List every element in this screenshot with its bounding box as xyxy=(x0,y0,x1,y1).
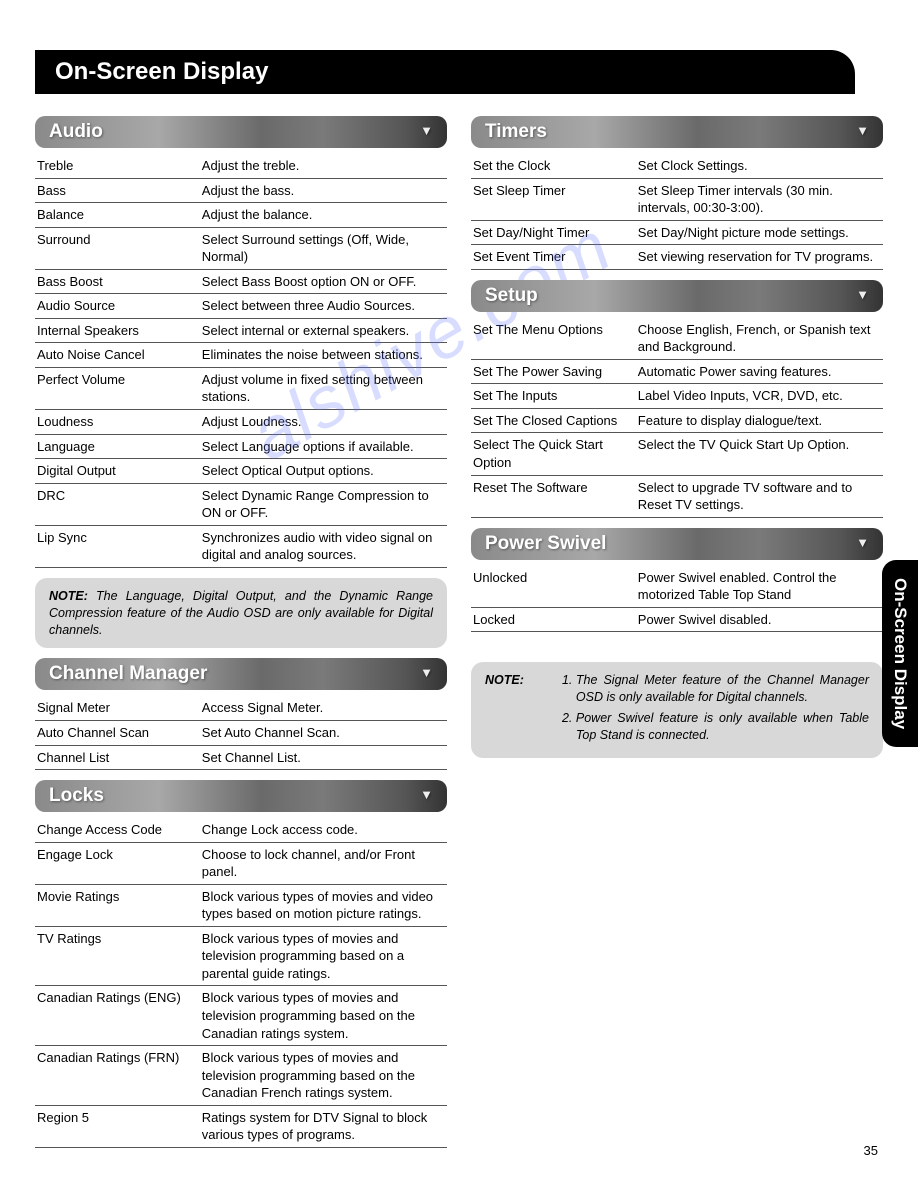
page-title: On-Screen Display xyxy=(35,50,855,94)
setting-description: Select Dynamic Range Compression to ON o… xyxy=(200,483,447,525)
setting-description: Select to upgrade TV software and to Res… xyxy=(636,475,883,517)
setting-description: Set viewing reservation for TV programs. xyxy=(636,245,883,270)
setting-description: Feature to display dialogue/text. xyxy=(636,408,883,433)
setting-name: Language xyxy=(35,434,200,459)
setting-name: Set The Menu Options xyxy=(471,318,636,360)
setting-name: Treble xyxy=(35,154,200,178)
setting-description: Choose to lock channel, and/or Front pan… xyxy=(200,842,447,884)
setting-name: Channel List xyxy=(35,745,200,770)
setting-description: Access Signal Meter. xyxy=(200,696,447,720)
setting-description: Adjust the bass. xyxy=(200,178,447,203)
setting-description: Power Swivel enabled. Control the motori… xyxy=(636,566,883,608)
setting-description: Set Day/Night picture mode settings. xyxy=(636,220,883,245)
section-setup-header: Setup xyxy=(471,280,883,312)
setting-description: Select Language options if available. xyxy=(200,434,447,459)
timers-table: Set the ClockSet Clock Settings.Set Slee… xyxy=(471,154,883,270)
section-locks-header: Locks xyxy=(35,780,447,812)
setting-name: Select The Quick Start Option xyxy=(471,433,636,475)
setting-name: Digital Output xyxy=(35,459,200,484)
setting-name: Canadian Ratings (ENG) xyxy=(35,986,200,1046)
setting-description: Adjust the treble. xyxy=(200,154,447,178)
section-audio-header: Audio xyxy=(35,116,447,148)
setting-name: Set Sleep Timer xyxy=(471,178,636,220)
setting-description: Adjust the balance. xyxy=(200,203,447,228)
setting-description: Change Lock access code. xyxy=(200,818,447,842)
setting-name: Bass Boost xyxy=(35,269,200,294)
setting-name: Change Access Code xyxy=(35,818,200,842)
setting-description: Select Optical Output options. xyxy=(200,459,447,484)
setting-description: Select the TV Quick Start Up Option. xyxy=(636,433,883,475)
right-note-item: Power Swivel feature is only available w… xyxy=(576,710,869,744)
locks-table: Change Access CodeChange Lock access cod… xyxy=(35,818,447,1148)
setting-description: Set Channel List. xyxy=(200,745,447,770)
setting-name: TV Ratings xyxy=(35,926,200,986)
setting-description: Adjust Loudness. xyxy=(200,410,447,435)
right-column: Timers Set the ClockSet Clock Settings.S… xyxy=(471,106,883,1148)
setting-name: Engage Lock xyxy=(35,842,200,884)
section-timers-header: Timers xyxy=(471,116,883,148)
setting-name: Bass xyxy=(35,178,200,203)
setting-name: Perfect Volume xyxy=(35,367,200,409)
setting-description: Block various types of movies and televi… xyxy=(200,1046,447,1106)
right-note-list: The Signal Meter feature of the Channel … xyxy=(570,672,869,748)
setting-description: Eliminates the noise between stations. xyxy=(200,343,447,368)
channel-manager-table: Signal MeterAccess Signal Meter.Auto Cha… xyxy=(35,696,447,770)
setting-name: Locked xyxy=(471,607,636,632)
audio-note-text: The Language, Digital Output, and the Dy… xyxy=(49,589,433,637)
setting-name: DRC xyxy=(35,483,200,525)
setting-name: Loudness xyxy=(35,410,200,435)
setting-name: Set Day/Night Timer xyxy=(471,220,636,245)
page-number: 35 xyxy=(864,1143,878,1158)
setting-name: Internal Speakers xyxy=(35,318,200,343)
setting-description: Select Surround settings (Off, Wide, Nor… xyxy=(200,227,447,269)
side-tab: On-Screen Display xyxy=(882,560,918,747)
setting-description: Block various types of movies and televi… xyxy=(200,926,447,986)
power-swivel-table: UnlockedPower Swivel enabled. Control th… xyxy=(471,566,883,633)
setting-description: Select between three Audio Sources. xyxy=(200,294,447,319)
setting-name: Auto Noise Cancel xyxy=(35,343,200,368)
right-note: NOTE: The Signal Meter feature of the Ch… xyxy=(471,662,883,758)
setting-description: Block various types of movies and televi… xyxy=(200,986,447,1046)
setting-name: Set Event Timer xyxy=(471,245,636,270)
audio-table: TrebleAdjust the treble.BassAdjust the b… xyxy=(35,154,447,568)
note-label: NOTE: xyxy=(485,672,524,748)
setup-table: Set The Menu OptionsChoose English, Fren… xyxy=(471,318,883,518)
setting-description: Set Clock Settings. xyxy=(636,154,883,178)
setting-description: Set Auto Channel Scan. xyxy=(200,721,447,746)
setting-description: Block various types of movies and video … xyxy=(200,884,447,926)
setting-name: Set the Clock xyxy=(471,154,636,178)
setting-name: Signal Meter xyxy=(35,696,200,720)
setting-name: Region 5 xyxy=(35,1105,200,1147)
setting-description: Ratings system for DTV Signal to block v… xyxy=(200,1105,447,1147)
section-power-swivel-header: Power Swivel xyxy=(471,528,883,560)
setting-description: Select Bass Boost option ON or OFF. xyxy=(200,269,447,294)
setting-name: Set The Closed Captions xyxy=(471,408,636,433)
setting-description: Set Sleep Timer intervals (30 min. inter… xyxy=(636,178,883,220)
setting-name: Canadian Ratings (FRN) xyxy=(35,1046,200,1106)
setting-name: Set The Power Saving xyxy=(471,359,636,384)
setting-name: Lip Sync xyxy=(35,525,200,567)
setting-name: Reset The Software xyxy=(471,475,636,517)
left-column: Audio TrebleAdjust the treble.BassAdjust… xyxy=(35,106,447,1148)
audio-note: NOTE: The Language, Digital Output, and … xyxy=(35,578,447,649)
setting-description: Select internal or external speakers. xyxy=(200,318,447,343)
setting-description: Label Video Inputs, VCR, DVD, etc. xyxy=(636,384,883,409)
setting-name: Movie Ratings xyxy=(35,884,200,926)
setting-description: Automatic Power saving features. xyxy=(636,359,883,384)
setting-description: Adjust volume in fixed setting between s… xyxy=(200,367,447,409)
setting-name: Surround xyxy=(35,227,200,269)
setting-description: Synchronizes audio with video signal on … xyxy=(200,525,447,567)
setting-name: Auto Channel Scan xyxy=(35,721,200,746)
setting-name: Balance xyxy=(35,203,200,228)
setting-description: Power Swivel disabled. xyxy=(636,607,883,632)
note-label: NOTE: xyxy=(49,589,88,603)
right-note-item: The Signal Meter feature of the Channel … xyxy=(576,672,869,706)
setting-name: Audio Source xyxy=(35,294,200,319)
setting-name: Set The Inputs xyxy=(471,384,636,409)
setting-name: Unlocked xyxy=(471,566,636,608)
section-channel-manager-header: Channel Manager xyxy=(35,658,447,690)
setting-description: Choose English, French, or Spanish text … xyxy=(636,318,883,360)
